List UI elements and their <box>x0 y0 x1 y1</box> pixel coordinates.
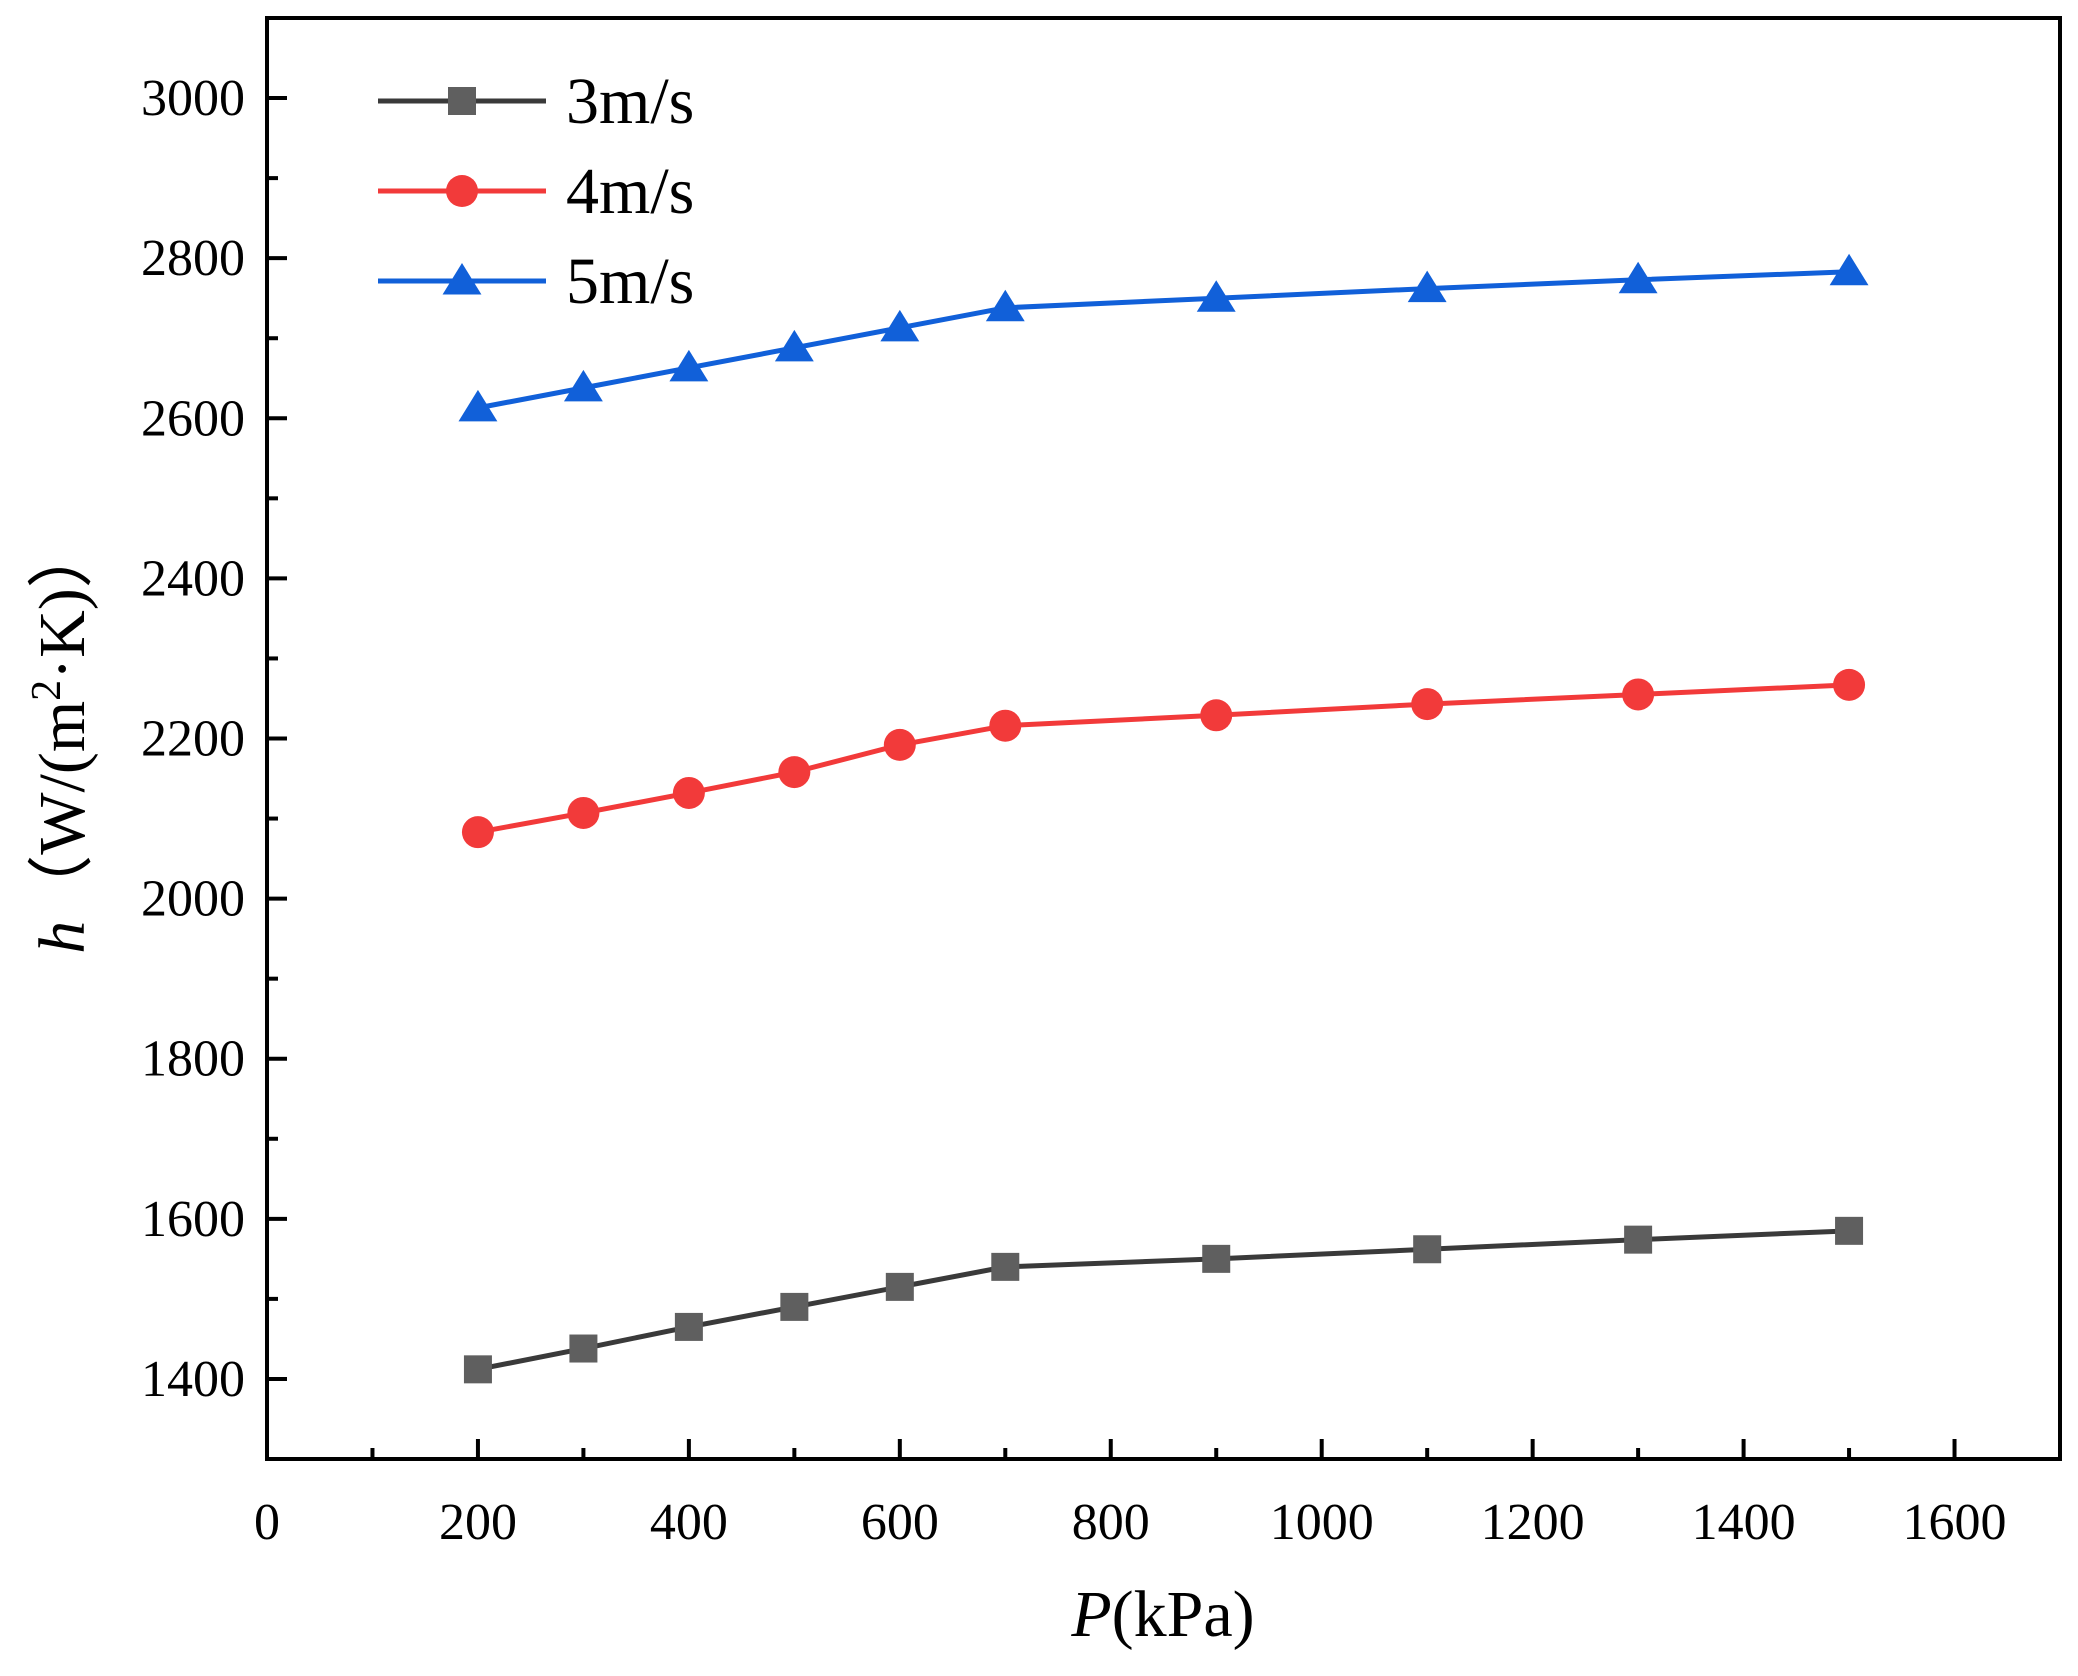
y-tick-label: 2200 <box>141 711 245 768</box>
y-axis-title: h（W/(m2·K)） <box>24 522 99 954</box>
legend-swatch-marker <box>448 87 476 115</box>
y-tick-label: 3000 <box>141 70 245 127</box>
y-axis-unit-superscript: 2 <box>24 680 70 701</box>
plot-area-frame <box>265 16 2062 1461</box>
y-tick-label: 2800 <box>141 230 245 287</box>
series-line <box>477 682 1850 835</box>
y-axis-unit: （W/(m <box>26 701 99 921</box>
y-tick-label: 2400 <box>141 550 245 607</box>
x-axis-unit: (kPa) <box>1112 1578 1255 1651</box>
series-line <box>477 269 1850 411</box>
data-point <box>985 289 1025 322</box>
data-point <box>1622 678 1655 711</box>
series-layer <box>458 253 1869 1384</box>
data-point <box>885 1272 914 1301</box>
legend-swatch-marker <box>442 263 482 295</box>
x-axis-title: P(kPa) <box>1070 1578 1254 1651</box>
data-point <box>1829 253 1869 286</box>
data-point <box>778 756 811 789</box>
data-point <box>1413 1235 1442 1264</box>
data-point <box>672 776 705 809</box>
data-point <box>989 709 1022 742</box>
data-point <box>1833 668 1866 701</box>
x-tick-label: 1400 <box>1692 1494 1796 1551</box>
y-axis: 1400 1600 1800 2000 2200 2400 2600 2800 3000 <box>141 16 287 1461</box>
series-4m/s <box>461 668 1866 849</box>
data-point <box>567 796 600 829</box>
data-point <box>569 1334 598 1363</box>
data-point <box>774 329 814 362</box>
y-tick-label: 2600 <box>141 390 245 447</box>
y-tick-label: 1400 <box>141 1351 245 1408</box>
y-tick-label: 1600 <box>141 1191 245 1248</box>
data-point <box>461 816 494 849</box>
data-point <box>883 728 916 761</box>
data-point <box>1407 270 1447 303</box>
legend-label: 4m/s <box>566 155 694 228</box>
series-3m/s <box>463 1216 1864 1384</box>
x-tick-label: 0 <box>254 1494 280 1551</box>
legend-label: 3m/s <box>566 65 694 138</box>
x-tick-label: 200 <box>439 1494 517 1551</box>
legend-entry: 4m/s <box>378 155 694 228</box>
data-point <box>669 349 709 382</box>
x-tick-label: 800 <box>1072 1494 1150 1551</box>
series-5m/s <box>458 253 1869 422</box>
legend-label: 5m/s <box>566 245 694 318</box>
y-tick-label: 2000 <box>141 871 245 928</box>
legend-entry: 3m/s <box>378 65 694 138</box>
legend: 3m/s 4m/s 5m/s <box>378 65 694 318</box>
x-axis-variable: P <box>1070 1578 1111 1651</box>
x-axis: 0 200 400 600 800 1000 1200 1400 1600 <box>254 1439 2007 1551</box>
data-point <box>674 1312 703 1341</box>
data-point <box>991 1252 1020 1281</box>
data-point <box>463 1355 492 1384</box>
data-point <box>1196 280 1236 312</box>
x-tick-label: 600 <box>861 1494 939 1551</box>
data-point <box>880 309 920 342</box>
legend-entry: 5m/s <box>378 245 694 318</box>
series-line <box>477 1228 1850 1372</box>
data-point <box>1202 1244 1231 1273</box>
legend-swatch-marker <box>446 175 478 207</box>
data-point <box>780 1292 809 1321</box>
y-axis-unit-tail: ·K)） <box>26 522 99 680</box>
data-point <box>458 389 498 422</box>
x-tick-label: 1200 <box>1481 1494 1585 1551</box>
data-point <box>563 369 603 402</box>
x-tick-label: 1600 <box>1903 1494 2007 1551</box>
data-point <box>1618 261 1658 294</box>
y-axis-variable: h <box>26 921 99 954</box>
data-point <box>1200 699 1233 732</box>
y-tick-label: 1800 <box>141 1031 245 1088</box>
data-point <box>1835 1216 1864 1245</box>
x-tick-label: 1000 <box>1270 1494 1374 1551</box>
data-point <box>1411 688 1444 721</box>
x-tick-label: 400 <box>650 1494 728 1551</box>
data-point <box>1624 1225 1653 1254</box>
